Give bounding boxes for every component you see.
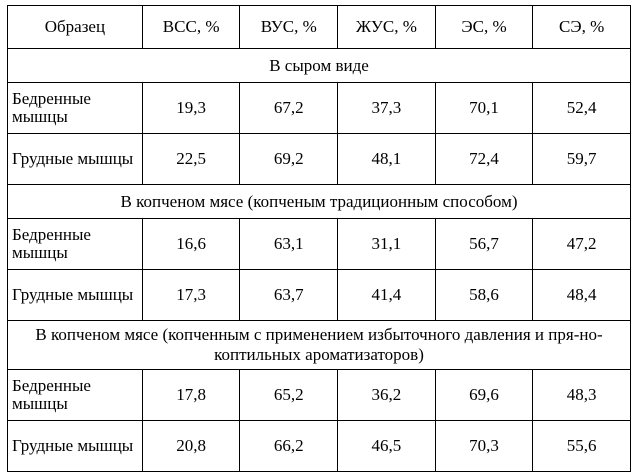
cell-vus: 65,2 xyxy=(240,370,338,421)
cell-es: 72,4 xyxy=(435,134,533,185)
cell-zhus: 37,3 xyxy=(338,83,436,134)
table-row: Грудные мышцы 20,8 66,2 46,5 70,3 55,6 xyxy=(8,421,631,472)
row-label: Бедренные мышцы xyxy=(8,219,143,270)
section-row: В копченом мясе (копченным с применением… xyxy=(8,321,631,370)
cell-es: 58,6 xyxy=(435,270,533,321)
data-table: Образец ВСС, % ВУС, % ЖУС, % ЭС, % СЭ, %… xyxy=(7,5,631,472)
row-label: Грудные мышцы xyxy=(8,134,143,185)
cell-vss: 16,6 xyxy=(142,219,240,270)
cell-zhus: 41,4 xyxy=(338,270,436,321)
cell-es: 69,6 xyxy=(435,370,533,421)
cell-vus: 66,2 xyxy=(240,421,338,472)
cell-vss: 22,5 xyxy=(142,134,240,185)
cell-se: 55,6 xyxy=(533,421,631,472)
cell-vss: 17,3 xyxy=(142,270,240,321)
cell-es: 70,3 xyxy=(435,421,533,472)
cell-vus: 67,2 xyxy=(240,83,338,134)
cell-es: 70,1 xyxy=(435,83,533,134)
section-title: В копченом мясе (копченным с применением… xyxy=(8,321,631,370)
cell-es: 56,7 xyxy=(435,219,533,270)
cell-se: 47,2 xyxy=(533,219,631,270)
cell-vss: 17,8 xyxy=(142,370,240,421)
row-label: Бедренные мышцы xyxy=(8,83,143,134)
cell-zhus: 46,5 xyxy=(338,421,436,472)
header-row: Образец ВСС, % ВУС, % ЖУС, % ЭС, % СЭ, % xyxy=(8,6,631,49)
header-es: ЭС, % xyxy=(435,6,533,49)
table-row: Грудные мышцы 22,5 69,2 48,1 72,4 59,7 xyxy=(8,134,631,185)
header-zhus: ЖУС, % xyxy=(338,6,436,49)
cell-se: 48,4 xyxy=(533,270,631,321)
table-row: Бедренные мышцы 16,6 63,1 31,1 56,7 47,2 xyxy=(8,219,631,270)
table-row: Бедренные мышцы 17,8 65,2 36,2 69,6 48,3 xyxy=(8,370,631,421)
cell-vss: 19,3 xyxy=(142,83,240,134)
row-label: Грудные мышцы xyxy=(8,270,143,321)
cell-vus: 69,2 xyxy=(240,134,338,185)
header-sample: Образец xyxy=(8,6,143,49)
cell-vss: 20,8 xyxy=(142,421,240,472)
cell-se: 52,4 xyxy=(533,83,631,134)
cell-se: 48,3 xyxy=(533,370,631,421)
cell-zhus: 31,1 xyxy=(338,219,436,270)
section-title: В копченом мясе (копченым традиционным с… xyxy=(8,185,631,219)
table-row: Грудные мышцы 17,3 63,7 41,4 58,6 48,4 xyxy=(8,270,631,321)
cell-zhus: 36,2 xyxy=(338,370,436,421)
cell-vus: 63,1 xyxy=(240,219,338,270)
section-title: В сыром виде xyxy=(8,49,631,83)
table-row: Бедренные мышцы 19,3 67,2 37,3 70,1 52,4 xyxy=(8,83,631,134)
cell-zhus: 48,1 xyxy=(338,134,436,185)
header-vss: ВСС, % xyxy=(142,6,240,49)
section-row: В копченом мясе (копченым традиционным с… xyxy=(8,185,631,219)
row-label: Грудные мышцы xyxy=(8,421,143,472)
header-vus: ВУС, % xyxy=(240,6,338,49)
cell-se: 59,7 xyxy=(533,134,631,185)
header-se: СЭ, % xyxy=(533,6,631,49)
row-label: Бедренные мышцы xyxy=(8,370,143,421)
cell-vus: 63,7 xyxy=(240,270,338,321)
section-row: В сыром виде xyxy=(8,49,631,83)
